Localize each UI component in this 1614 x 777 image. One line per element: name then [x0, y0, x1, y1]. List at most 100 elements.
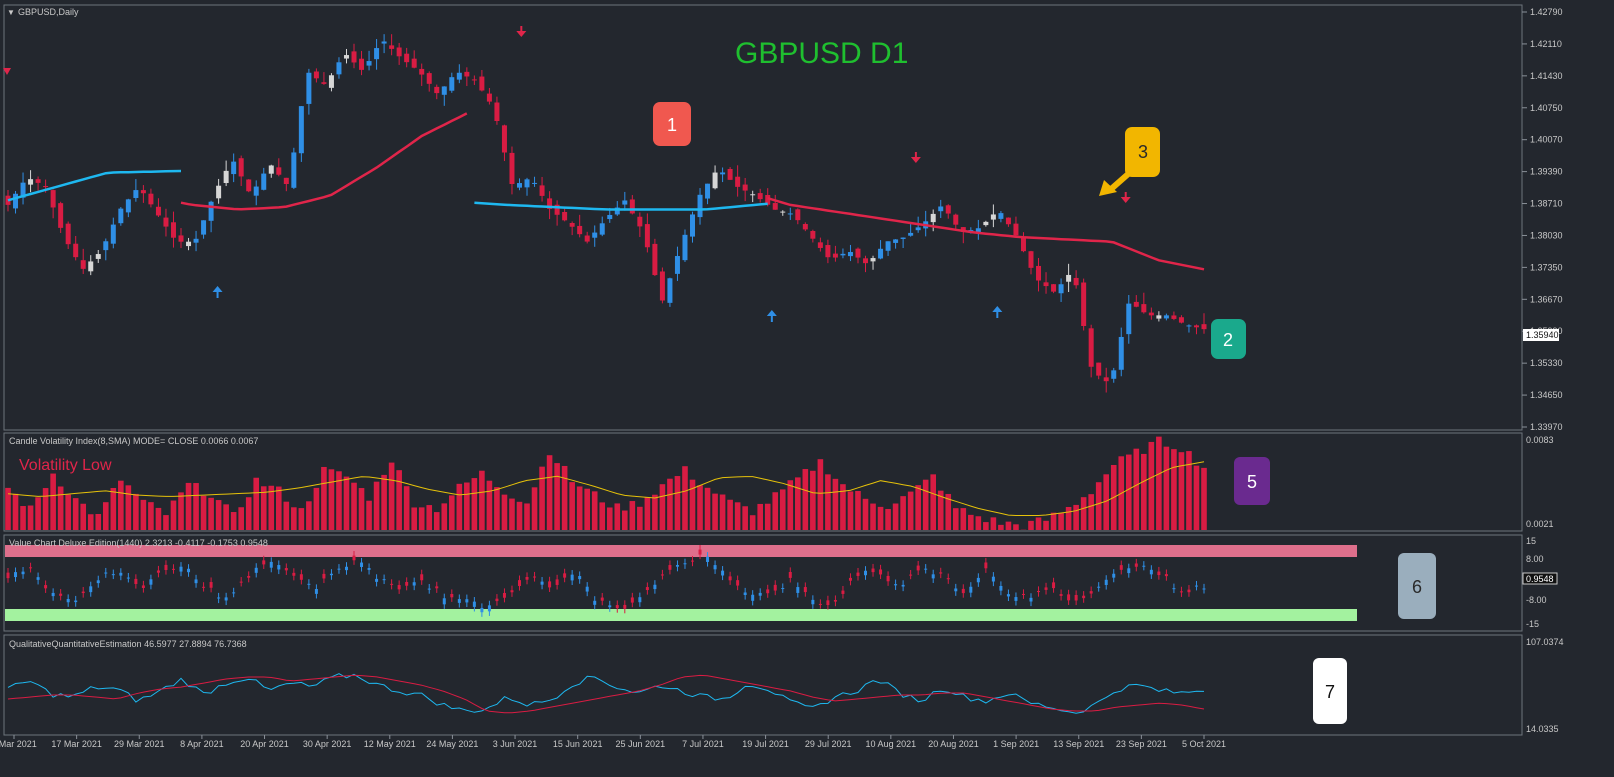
candle: [840, 248, 846, 259]
price-tick-label: 1.42110: [1530, 39, 1562, 49]
volatility-bar: [689, 479, 696, 530]
volatility-bar: [388, 462, 395, 530]
candle-body: [720, 172, 726, 175]
candle-body: [885, 241, 891, 251]
value-bar: [209, 577, 213, 593]
volatility-bar: [42, 488, 49, 530]
candle-body: [381, 41, 387, 44]
volatility-bar: [787, 480, 794, 530]
qqe-slow-line: [7, 674, 1205, 714]
candle-body: [990, 214, 996, 220]
value-bar: [1044, 582, 1048, 595]
candle-body: [163, 217, 169, 227]
value-bar: [390, 579, 394, 590]
value-bar: [1082, 591, 1086, 603]
candle: [1156, 311, 1162, 322]
volatility-bar: [223, 504, 229, 530]
volatility-bar: [1028, 520, 1034, 530]
value-bar: [1127, 563, 1131, 578]
volatility-bar: [426, 505, 433, 530]
candle: [832, 245, 838, 262]
volatility-bar: [448, 495, 455, 530]
value-bar: [578, 571, 582, 584]
candle: [1178, 315, 1184, 324]
main-chart-layer: [3, 26, 1207, 393]
volatility-bar: [614, 503, 621, 530]
volatility-bar: [561, 465, 568, 530]
price-tick-label: 1.42790: [1530, 7, 1563, 17]
price-tick-label: 1.35330: [1530, 358, 1563, 368]
candle: [705, 183, 711, 205]
value-bar: [758, 588, 762, 601]
candle: [682, 229, 688, 262]
candle: [80, 248, 86, 274]
candle: [757, 188, 763, 203]
candle: [1096, 362, 1102, 380]
candle-body: [750, 194, 756, 196]
candle: [88, 255, 94, 276]
value-bar: [638, 592, 642, 607]
annotation-badge-6: 6: [1398, 553, 1436, 619]
annotation-3-arrow-icon: [1099, 165, 1137, 196]
candle-body: [1013, 223, 1019, 236]
candle-body: [261, 173, 267, 190]
time-tick-label: 7 Jul 2021: [682, 739, 724, 749]
candle-body: [501, 125, 507, 153]
candle: [825, 239, 831, 264]
volatility-bar: [1080, 497, 1087, 530]
value-bar: [1067, 589, 1071, 605]
candle: [103, 238, 109, 261]
value-bar: [961, 584, 965, 598]
candle: [193, 230, 199, 252]
value-bar: [1059, 589, 1063, 601]
candle-body: [336, 62, 342, 75]
value-bar: [1164, 569, 1168, 581]
candle: [622, 191, 628, 211]
candle: [742, 177, 748, 202]
candle: [990, 204, 996, 228]
candle-body: [193, 238, 199, 243]
price-tick-label: 1.39390: [1530, 167, 1563, 177]
value-bar: [811, 595, 815, 609]
value-bar: [277, 560, 281, 575]
candle: [847, 244, 853, 262]
time-tick-label: 15 Jun 2021: [553, 739, 603, 749]
candle: [95, 249, 101, 263]
candle-body: [674, 256, 680, 274]
candle: [238, 155, 244, 187]
collapse-triangle-icon[interactable]: ▼: [7, 8, 15, 17]
candle: [1148, 307, 1154, 320]
candle-body: [975, 228, 981, 233]
candle: [283, 177, 289, 192]
volatility-bar: [1201, 467, 1207, 530]
volatility-bar: [968, 514, 974, 530]
candle-body: [772, 203, 778, 210]
candle: [268, 164, 274, 178]
candle: [599, 216, 605, 237]
volatility-bar: [1178, 452, 1185, 530]
candle-body: [1193, 325, 1199, 328]
svg-text:1: 1: [667, 115, 677, 135]
candle: [216, 178, 222, 204]
value-bar: [427, 583, 431, 594]
value-bar: [796, 582, 800, 598]
candle-body: [471, 79, 477, 81]
candle: [140, 185, 146, 203]
candle-body: [667, 278, 673, 303]
candle-body: [133, 190, 139, 198]
candle-body: [742, 184, 748, 191]
volatility-bar: [1156, 436, 1162, 530]
volatility-bar: [795, 477, 801, 530]
volatility-bar: [704, 487, 711, 530]
volatility-bar: [1141, 453, 1147, 530]
value-bar: [360, 557, 364, 572]
candle-body: [562, 211, 568, 221]
time-tick-label: 8 Apr 2021: [180, 739, 224, 749]
ma-blue-segment-2: [474, 201, 768, 211]
candle-body: [178, 235, 184, 242]
candle: [20, 172, 26, 205]
value-bar: [826, 595, 830, 610]
candle-body: [509, 152, 515, 184]
volatility-bar: [403, 486, 410, 530]
volatility-bar: [742, 506, 748, 530]
